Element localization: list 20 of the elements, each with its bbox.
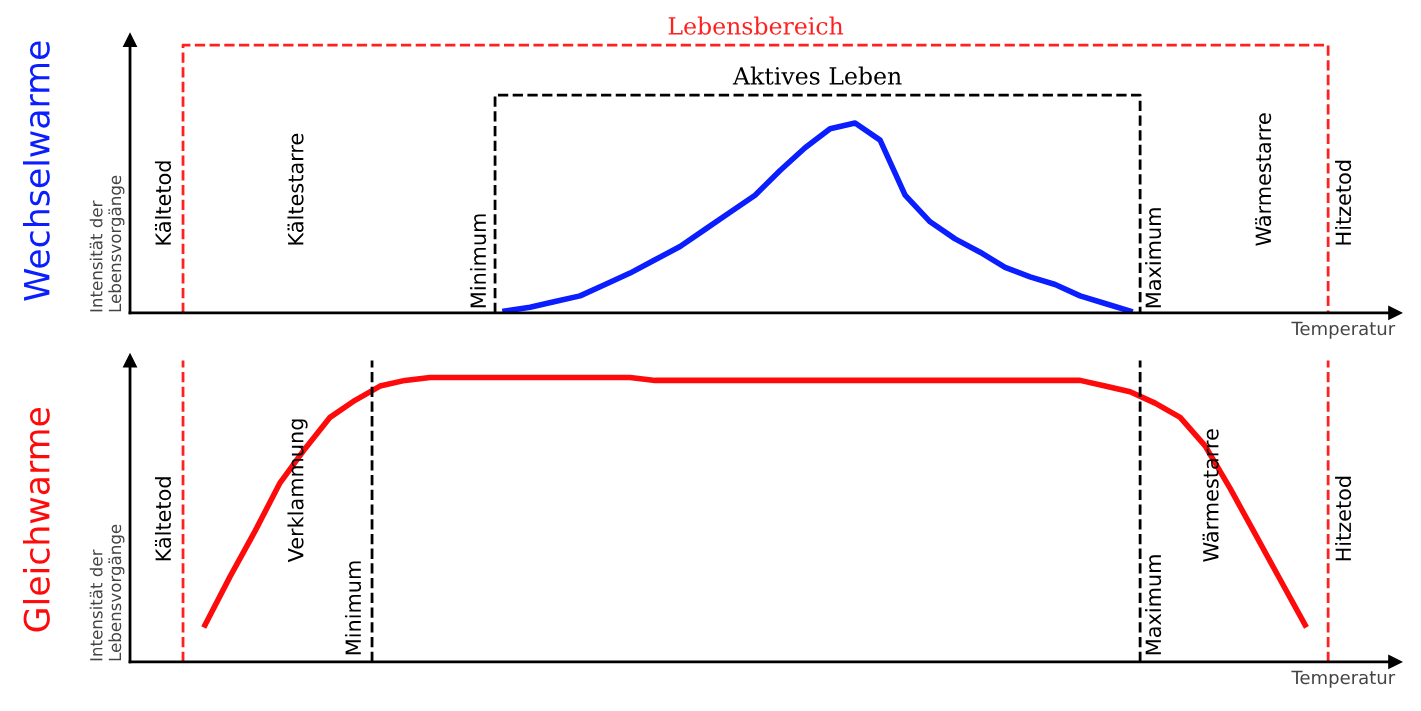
annotation: Kältetod: [154, 477, 172, 561]
text: Gleichwarme: [22, 407, 50, 632]
x-axis-title: Temperatur: [1291, 321, 1396, 339]
annotation: Kältetod: [154, 161, 172, 245]
text: Aktives Leben: [732, 66, 902, 85]
annotation: Kältestarre: [287, 133, 304, 245]
annotation: Wärmestarre: [1255, 113, 1272, 246]
annotation: Maximum: [1145, 555, 1162, 655]
text: Wechselwarme: [22, 41, 50, 301]
annotation: Maximum: [1145, 208, 1162, 308]
annotation: Verklammung: [287, 419, 308, 563]
y-axis-title: Intensität der Lebensvorgänge: [89, 175, 125, 312]
text: Lebensbereich: [668, 16, 844, 35]
annotation: Hitzetod: [1335, 160, 1352, 245]
annotation: Wärmestarre: [1202, 429, 1219, 562]
x-axis-title: Temperatur: [1291, 670, 1396, 688]
annotation: Minimum: [344, 561, 362, 655]
y-axis-title: Intensität der Lebensvorgänge: [89, 524, 125, 661]
annotation: Hitzetod: [1335, 476, 1352, 561]
annotation: Minimum: [469, 214, 487, 308]
